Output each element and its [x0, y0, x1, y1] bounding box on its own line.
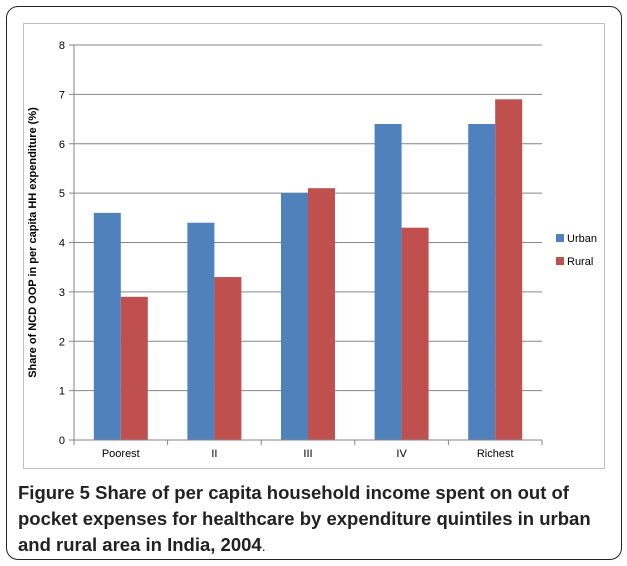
y-tick-label: 4	[59, 238, 65, 250]
figure-label: Figure 5	[18, 482, 90, 503]
caption-period: .	[262, 538, 266, 554]
bar-urban-poorest	[94, 213, 121, 440]
y-tick-label: 7	[59, 89, 65, 101]
legend-label-urban: Urban	[567, 233, 597, 245]
x-tick-label: IV	[396, 448, 407, 460]
bar-urban-ii	[187, 223, 214, 440]
x-tick-labels: Poorest II III IV Richest	[102, 448, 514, 460]
legend-swatch-urban	[556, 234, 564, 242]
y-tick-label: 5	[59, 188, 65, 200]
legend-swatch-rural	[556, 257, 564, 265]
figure-caption: Figure 5 Share of per capita household i…	[18, 480, 612, 559]
y-tick-label: 0	[59, 435, 65, 447]
legend: Urban Rural	[556, 233, 597, 268]
x-tick-label: Poorest	[102, 448, 140, 460]
bar-rural-iii	[308, 188, 335, 440]
bar-urban-richest	[468, 124, 495, 440]
y-tick-label: 3	[59, 287, 65, 299]
bars	[94, 99, 522, 440]
bar-urban-iii	[281, 193, 308, 440]
legend-label-rural: Rural	[567, 256, 593, 268]
bar-rural-poorest	[121, 297, 148, 440]
x-tick-label: III	[303, 448, 312, 460]
bar-rural-richest	[495, 99, 522, 440]
y-tick-label: 2	[59, 336, 65, 348]
x-tick-label: Richest	[477, 448, 514, 460]
y-tick-labels: 0 1 2 3 4 5 6 7 8	[59, 40, 65, 447]
y-tick-label: 6	[59, 139, 65, 151]
bar-urban-iv	[375, 124, 402, 440]
x-tick-label: II	[211, 448, 217, 460]
y-axis-label: Share of NCD OOP in per capita HH expend…	[27, 107, 39, 378]
y-tick-label: 8	[59, 40, 65, 52]
bar-rural-ii	[214, 277, 241, 440]
y-tick-label: 1	[59, 386, 65, 398]
caption-text: Share of per capita household income spe…	[18, 482, 591, 555]
bar-rural-iv	[402, 228, 429, 440]
